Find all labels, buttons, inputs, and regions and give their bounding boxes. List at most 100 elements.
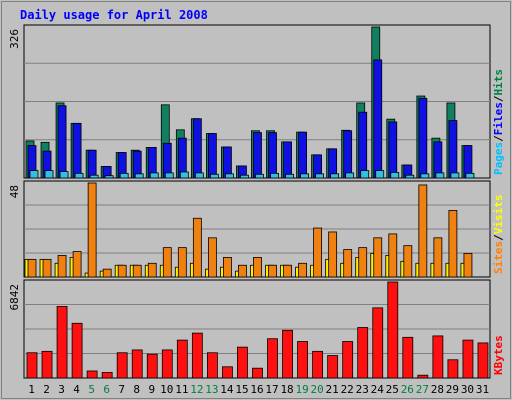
x-tick-label: 11 (175, 383, 188, 396)
bar-visits-day-20 (313, 227, 323, 278)
bar-kbytes-day-20 (312, 350, 324, 379)
x-tick-label: 23 (356, 383, 369, 396)
bar-files-day-12 (192, 118, 202, 179)
x-tick-label: 27 (416, 383, 429, 396)
bar-kbytes-day-16 (252, 367, 263, 379)
bar-pages-day-8 (134, 173, 144, 179)
bar-kbytes-day-1 (26, 352, 38, 379)
legend-kbytes: KBytes (492, 335, 505, 375)
bar-files-day-13 (207, 133, 217, 179)
legend-visits: Sites/Visits (492, 195, 505, 275)
bar-kbytes-day-14 (222, 366, 233, 379)
y-max-label-kbytes: 6842 (8, 284, 21, 311)
bar-visits-day-27 (418, 184, 428, 278)
x-tick-label: 18 (280, 383, 293, 396)
bar-pages-day-14 (225, 173, 234, 179)
x-tick-label: 31 (476, 383, 489, 396)
bar-kbytes-day-22 (342, 341, 354, 379)
bar-pages-day-24 (375, 170, 385, 179)
bar-visits-day-13 (207, 237, 217, 278)
x-tick-label: 6 (103, 383, 110, 396)
bar-kbytes-day-29 (447, 359, 459, 379)
x-tick-label: 28 (431, 383, 444, 396)
bar-visits-day-21 (328, 231, 338, 278)
bar-pages-day-4 (74, 172, 84, 179)
bar-kbytes-day-13 (206, 352, 218, 379)
bar-pages-day-9 (149, 172, 159, 179)
bar-files-day-16 (253, 132, 262, 179)
legend-label-files: Files (492, 102, 505, 135)
bar-files-day-25 (388, 121, 398, 179)
x-tick-label: 26 (401, 383, 414, 396)
x-tick-label: 3 (58, 383, 65, 396)
bar-pages-day-1 (29, 170, 39, 179)
bar-visits-day-2 (42, 258, 52, 278)
bar-pages-day-6 (104, 175, 114, 179)
x-tick-label: 7 (118, 383, 125, 396)
bar-pages-day-25 (390, 172, 400, 179)
bar-visits-day-9 (147, 262, 157, 278)
bar-pages-day-22 (345, 172, 355, 179)
bar-visits-day-8 (132, 264, 142, 278)
bar-files-day-14 (223, 146, 232, 179)
bar-pages-day-26 (405, 174, 415, 179)
bar-files-day-3 (57, 105, 67, 179)
bar-pages-day-10 (164, 172, 174, 179)
bar-pages-day-16 (255, 173, 264, 179)
bar-kbytes-day-8 (131, 349, 143, 379)
series-pages (29, 170, 475, 179)
series-kbytes (26, 281, 489, 379)
bar-pages-day-12 (194, 172, 204, 179)
bar-kbytes-day-6 (101, 371, 113, 379)
bar-visits-day-18 (283, 264, 292, 278)
bar-kbytes-day-31 (477, 342, 489, 379)
bar-files-day-18 (283, 141, 292, 179)
bar-visits-day-19 (298, 262, 307, 278)
legend-label-pages: Pages (492, 142, 505, 175)
bar-pages-day-3 (59, 171, 69, 179)
bar-visits-day-24 (373, 237, 383, 278)
bar-pages-day-20 (315, 173, 325, 179)
bar-kbytes-day-17 (267, 338, 278, 379)
legend-label-visits: Visits (492, 195, 505, 235)
bar-visits-day-7 (117, 264, 127, 278)
bar-kbytes-day-28 (432, 335, 444, 379)
x-tick-label: 2 (43, 383, 50, 396)
bar-kbytes-day-30 (462, 339, 474, 379)
bar-visits-day-5 (87, 182, 97, 278)
bar-kbytes-day-5 (86, 370, 98, 379)
bar-visits-day-29 (448, 210, 458, 278)
bar-visits-day-3 (57, 255, 67, 278)
y-max-label-visits: 48 (8, 185, 21, 198)
x-tick-label: 30 (461, 383, 474, 396)
bar-kbytes-day-4 (71, 322, 83, 379)
bar-kbytes-day-18 (282, 329, 293, 379)
x-tick-label: 13 (205, 383, 218, 396)
bar-pages-day-29 (450, 172, 460, 179)
bar-kbytes-day-15 (237, 346, 248, 379)
bar-pages-day-30 (465, 172, 475, 179)
bar-pages-day-17 (270, 172, 279, 179)
series-files (27, 59, 473, 179)
bar-pages-day-11 (179, 171, 189, 179)
bar-files-day-22 (343, 130, 353, 179)
bar-visits-day-4 (72, 251, 82, 278)
bar-kbytes-day-9 (146, 353, 158, 379)
x-tick-label: 21 (326, 383, 339, 396)
bar-kbytes-day-10 (161, 349, 173, 379)
bar-pages-day-19 (300, 173, 309, 179)
x-tick-label: 15 (235, 383, 248, 396)
bar-visits-day-23 (358, 247, 368, 278)
bar-visits-day-16 (253, 257, 262, 278)
chart-panels: 326Pages/Files/Hits48Sites/Visits6842KBy… (8, 24, 505, 379)
legend-separator: / (492, 95, 505, 102)
legend-separator: / (492, 135, 505, 142)
bar-visits-day-22 (343, 249, 353, 278)
bar-files-day-5 (87, 149, 97, 179)
bar-files-day-27 (418, 97, 428, 179)
x-tick-label: 19 (295, 383, 308, 396)
bar-kbytes-day-12 (191, 332, 203, 379)
legend-label-sites: Sites (492, 241, 505, 274)
bar-visits-day-30 (463, 253, 473, 278)
x-tick-label: 1 (28, 383, 35, 396)
